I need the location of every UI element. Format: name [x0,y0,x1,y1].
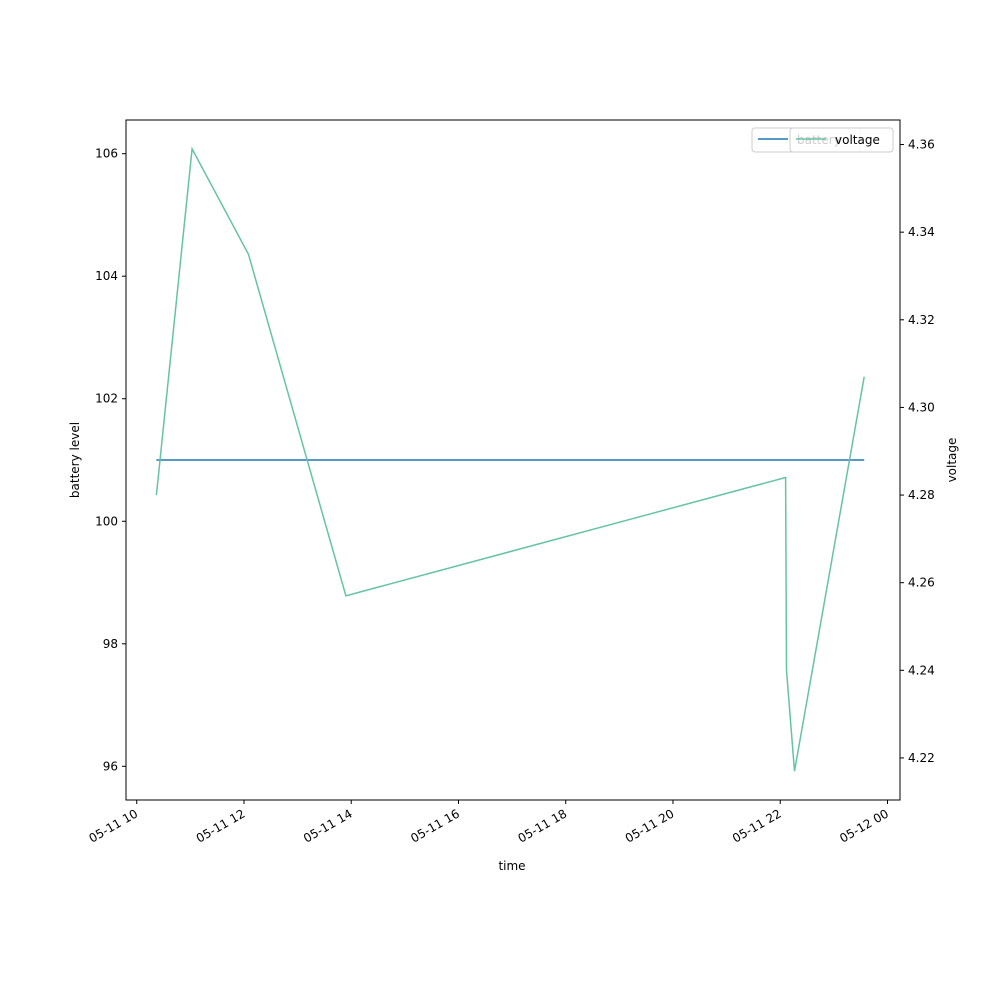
right-tick-label: 4.24 [908,663,935,677]
right-tick-label: 4.26 [908,576,935,590]
left-axis-ticks: 96 98 100 102 104 106 [95,147,126,773]
legend-voltage-box [789,127,894,153]
legend-voltage: voltage [789,127,894,153]
right-tick-label: 4.36 [908,138,935,152]
left-axis-label: battery level [68,422,82,498]
right-tick-label: 4.22 [908,751,935,765]
voltage-series-line [155,146,865,772]
left-tick-label: 96 [103,759,118,773]
plot-frame [125,119,901,801]
left-tick-label: 98 [103,637,118,651]
left-tick-label: 106 [95,147,118,161]
right-tick-label: 4.28 [908,488,935,502]
right-tick-label: 4.30 [908,400,935,414]
right-tick-label: 4.32 [908,313,935,327]
right-axis-label: voltage [945,438,959,483]
x-axis-label: time [498,859,525,873]
right-tick-label: 4.34 [908,225,935,239]
left-tick-label: 100 [95,514,118,528]
right-axis-ticks: 4.22 4.24 4.26 4.28 4.30 4.32 4.34 4.36 [900,138,935,765]
legend-voltage-label: voltage [835,133,880,147]
left-tick-label: 102 [95,392,118,406]
left-tick-label: 104 [95,269,118,283]
